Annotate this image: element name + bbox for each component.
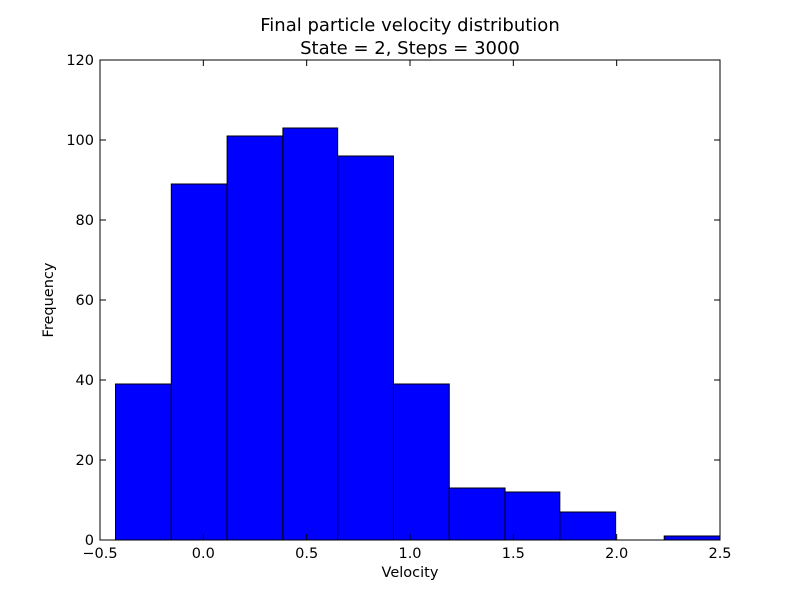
x-tick-label: 0.0 [192,546,215,562]
chart-subtitle: State = 2, Steps = 3000 [300,38,520,59]
histogram-bar-2 [226,135,284,541]
plot-frame [99,59,721,541]
y-axis-label: Frequency [41,262,57,337]
y-tick-label: 0 [85,533,94,549]
histogram-bar-7 [504,491,561,541]
y-tick-label: 120 [66,53,94,69]
bars-group [115,127,721,541]
y-tick-label: 80 [76,213,94,229]
y-tick-label: 60 [76,293,94,309]
histogram-bar-5 [392,383,450,541]
x-tick-label: 2.5 [708,546,731,562]
x-tick-label: 1.0 [398,546,421,562]
histogram-bar-1 [170,183,228,541]
histogram-bar-4 [337,155,394,541]
histogram-bar-10 [663,535,721,541]
ticks-group: −0.5 0.0 0.5 1.0 1.5 2.0 2.5 0 20 40 60 80 100 120 [66,53,731,562]
x-tick-label: 1.5 [502,546,525,562]
x-tick-label: −0.5 [82,546,117,562]
x-axis-label: Velocity [382,565,439,581]
histogram-bar-3 [282,127,339,541]
histogram-bar-6 [448,487,506,541]
y-tick-label: 20 [76,453,94,469]
y-tick-label: 40 [76,373,94,389]
histogram-bar-8 [559,511,617,541]
x-tick-label: 0.5 [295,546,318,562]
histogram-bar-0 [115,383,172,541]
chart-title: Final particle velocity distribution [260,15,559,36]
y-tick-label: 100 [66,133,94,149]
x-tick-label: 2.0 [605,546,628,562]
